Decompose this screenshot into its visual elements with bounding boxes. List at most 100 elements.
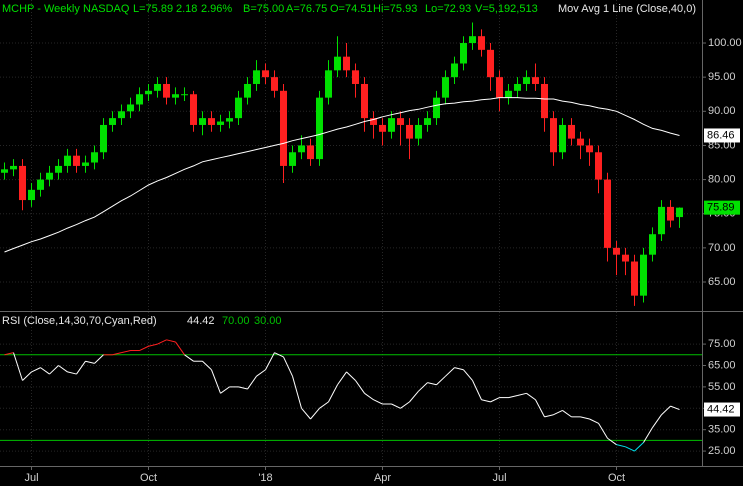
candle-body xyxy=(442,77,449,98)
rsi-line-segment xyxy=(544,414,554,418)
rsi-line-segment xyxy=(301,407,311,420)
x-tick-label: Oct xyxy=(140,472,157,484)
candle-body xyxy=(253,70,260,84)
candle-body xyxy=(280,90,287,166)
y-tick-label: 65.00 xyxy=(708,276,736,288)
candle-body xyxy=(532,77,539,84)
header-text: 2.96% xyxy=(201,3,232,15)
candle-body xyxy=(613,247,620,255)
rsi-line-segment xyxy=(364,392,374,401)
candle-body xyxy=(136,94,143,105)
candle-body xyxy=(604,179,611,248)
candle-body xyxy=(460,43,467,64)
candle-body xyxy=(73,155,80,166)
rsi-line-segment xyxy=(148,343,158,347)
value-box xyxy=(704,128,740,143)
candle-body xyxy=(487,49,494,78)
rsi-line-segment xyxy=(67,371,77,375)
rsi-line-segment xyxy=(49,365,59,375)
rsi-line-segment xyxy=(670,405,680,411)
rsi-line-segment xyxy=(562,410,572,418)
y-tick-label: 95.00 xyxy=(708,71,736,83)
rsi-line-segment xyxy=(40,367,50,375)
rsi-line-segment xyxy=(427,382,437,386)
y-tick-label: 90.00 xyxy=(708,105,736,117)
rsi-line-segment xyxy=(418,382,428,392)
rsi-line-segment xyxy=(661,405,671,416)
rsi-line-segment xyxy=(202,360,212,371)
y-tick-label: 70.00 xyxy=(708,242,736,254)
rsi-line-segment xyxy=(166,339,176,343)
rsi-line-segment xyxy=(508,394,518,399)
candle-body xyxy=(595,152,602,180)
rsi-line-segment xyxy=(22,371,32,381)
candle-body xyxy=(586,145,593,153)
rsi-value: 44.42 xyxy=(187,315,215,327)
candle-body xyxy=(199,118,206,125)
value-box-label: 44.42 xyxy=(707,403,735,415)
candle-body xyxy=(658,206,665,235)
rsi-line-segment xyxy=(355,380,365,394)
candle-body xyxy=(109,118,116,125)
rsi-line-segment xyxy=(598,423,608,439)
candle-body xyxy=(622,254,629,262)
header-text: O=74.51 xyxy=(330,3,373,15)
y-tick-label: 80.00 xyxy=(708,173,736,185)
rsi-line-segment xyxy=(616,444,626,448)
rsi-line-segment xyxy=(265,352,275,371)
candle-body xyxy=(667,206,674,221)
candle-body xyxy=(568,124,575,139)
header-text: A=76.75 xyxy=(286,3,327,15)
y-tick-label: 75.00 xyxy=(708,338,736,350)
candle-body xyxy=(271,77,278,91)
candle-body xyxy=(235,97,242,119)
rsi-line-segment xyxy=(58,365,68,373)
candle-body xyxy=(649,234,656,255)
candle-body xyxy=(640,254,647,296)
candle-body xyxy=(190,94,197,125)
rsi-line-segment xyxy=(490,397,500,403)
rsi-line-segment xyxy=(472,380,482,400)
x-tick-label: Oct xyxy=(608,472,625,484)
rsi-line-segment xyxy=(535,399,545,418)
rsi-level-label: 70.00 xyxy=(222,315,250,327)
moving-average xyxy=(4,97,680,253)
rsi-line-segment xyxy=(634,442,644,452)
rsi-line-segment xyxy=(319,401,329,409)
header-text: 2.18 xyxy=(176,3,197,15)
rsi-line-segment xyxy=(310,407,320,420)
rsi-line-segment xyxy=(211,369,221,394)
candle-body xyxy=(145,90,152,95)
candle-body xyxy=(343,56,350,71)
candle-body xyxy=(523,77,530,84)
x-tick-label: Jul xyxy=(24,472,38,484)
candle-body xyxy=(298,145,305,153)
rsi-line-segment xyxy=(238,386,248,390)
rsi-line-segment xyxy=(112,352,122,356)
rsi-line-segment xyxy=(220,386,230,394)
rsi-line-segment xyxy=(625,446,635,452)
rsi-level-label: 30.00 xyxy=(254,315,282,327)
rsi-line-segment xyxy=(4,352,14,356)
candle-body xyxy=(496,77,503,98)
value-box xyxy=(704,402,740,417)
x-tick-label: Jul xyxy=(492,472,506,484)
rsi-line-segment xyxy=(436,375,446,386)
rsi-line-segment xyxy=(85,360,95,364)
rsi-line-segment xyxy=(589,418,599,424)
candle-body xyxy=(226,118,233,122)
candle-body xyxy=(208,118,215,125)
candle-body xyxy=(361,83,368,119)
candle-body xyxy=(316,97,323,160)
candle-body xyxy=(415,124,422,139)
header-text: MCHP - Weekly xyxy=(2,3,80,15)
rsi-line-segment xyxy=(517,392,527,396)
candle-body xyxy=(505,90,512,98)
rsi-line-segment xyxy=(454,367,464,371)
y-tick-label: 100.00 xyxy=(708,37,742,49)
candle-body xyxy=(181,94,188,96)
candle-body xyxy=(262,70,269,78)
candle-body xyxy=(82,162,89,166)
rsi-line-segment xyxy=(643,427,653,443)
